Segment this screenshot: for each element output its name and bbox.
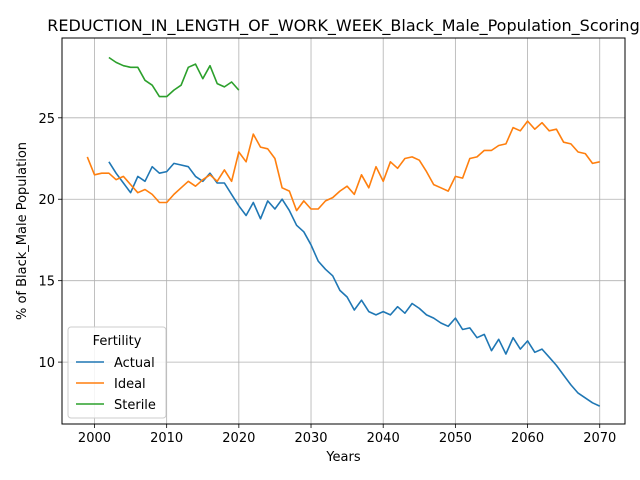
- x-tick-label: 2040: [367, 431, 400, 446]
- legend-label-sterile: Sterile: [114, 398, 156, 413]
- series-line-ideal: [86, 120, 600, 212]
- y-tick-label: 10: [38, 356, 55, 371]
- x-tick-label: 2060: [511, 431, 544, 446]
- legend-label-ideal: Ideal: [114, 377, 146, 392]
- x-tick-label: 2010: [150, 431, 183, 446]
- legend-title: Fertility: [93, 334, 142, 349]
- x-tick-label: 2070: [583, 431, 616, 446]
- series-line-sterile: [108, 56, 240, 98]
- y-axis: 10 15 20 25: [38, 112, 62, 371]
- x-axis: 2000 2010 2020 2030 2040 2050 2060 2070: [78, 424, 616, 446]
- y-axis-label: % of Black_Male Population: [15, 142, 30, 320]
- y-tick-label: 25: [38, 112, 55, 127]
- x-tick-label: 2030: [294, 431, 327, 446]
- legend-label-actual: Actual: [114, 356, 155, 371]
- x-tick-label: 2000: [78, 431, 111, 446]
- series-line-actual: [108, 161, 601, 407]
- y-tick-label: 15: [38, 275, 55, 290]
- x-tick-label: 2050: [439, 431, 472, 446]
- x-tick-label: 2020: [222, 431, 255, 446]
- series-lines: [86, 56, 601, 407]
- plot-frame: [61, 37, 626, 425]
- x-axis-label: Years: [325, 450, 361, 465]
- chart-title: REDUCTION_IN_LENGTH_OF_WORK_WEEK_Black_M…: [47, 16, 639, 36]
- legend-box: [67, 326, 167, 419]
- y-tick-label: 20: [38, 193, 55, 208]
- legend: Fertility Actual Ideal Sterile: [67, 326, 167, 419]
